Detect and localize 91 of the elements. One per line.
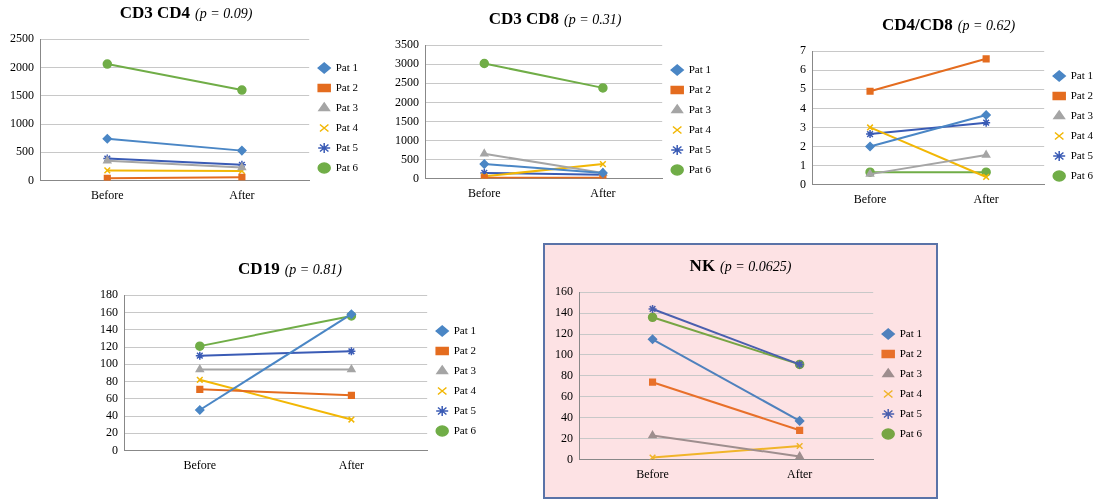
- y-tick-label: 160: [100, 304, 118, 319]
- legend-label: Pat 5: [335, 140, 359, 153]
- y-tick-label: 0: [800, 176, 806, 191]
- y-tick-label: 2500: [10, 31, 34, 46]
- chart-subtitle: (p = 0.81): [284, 262, 342, 277]
- legend-label: Pat 6: [899, 426, 923, 439]
- x-tick-label: Before: [636, 466, 669, 481]
- y-tick-label: 0: [567, 451, 573, 466]
- y-tick-label: 180: [100, 287, 118, 302]
- y-tick-label: 20: [561, 430, 573, 445]
- y-tick-label: 5: [800, 81, 806, 96]
- x-tick-label: Before: [853, 191, 887, 206]
- chart-title: CD3 CD8: [488, 9, 560, 28]
- x-tick-label: Before: [183, 457, 217, 472]
- y-tick-label: 4: [800, 100, 806, 115]
- legend-label: Pat 4: [335, 120, 359, 133]
- chart-subtitle: (p = 0.09): [195, 6, 253, 21]
- legend-label: Pat 2: [1070, 88, 1094, 101]
- x-tick-label: After: [590, 185, 616, 200]
- legend-label: Pat 5: [453, 403, 477, 416]
- legend-label: Pat 3: [688, 102, 712, 115]
- legend-label: Pat 3: [899, 366, 923, 379]
- y-tick-label: 3500: [395, 37, 419, 52]
- y-tick-label: 500: [401, 151, 419, 166]
- legend-label: Pat 3: [335, 100, 359, 113]
- y-tick-label: 60: [561, 388, 573, 403]
- legend-label: Pat 1: [899, 326, 923, 339]
- legend-label: Pat 5: [1070, 148, 1094, 161]
- legend-label: Pat 4: [899, 386, 923, 399]
- x-tick-label: Before: [467, 185, 501, 200]
- legend-label: Pat 6: [1070, 168, 1094, 181]
- chart-title: CD19: [238, 259, 280, 278]
- x-tick-label: After: [973, 191, 999, 206]
- chart-subtitle: (p = 0.62): [957, 18, 1016, 33]
- y-tick-label: 3000: [395, 56, 419, 71]
- y-tick-label: 60: [106, 390, 118, 405]
- legend-label: Pat 2: [335, 80, 359, 93]
- legend-label: Pat 1: [335, 60, 359, 73]
- legend-label: Pat 4: [1070, 128, 1094, 141]
- y-tick-label: 100: [100, 356, 118, 371]
- x-tick-label: After: [786, 466, 813, 481]
- legend-label: Pat 1: [688, 62, 712, 75]
- y-tick-label: 140: [100, 321, 118, 336]
- y-tick-label: 6: [800, 62, 806, 77]
- y-tick-label: 2000: [10, 59, 34, 74]
- chart-title: NK: [689, 256, 716, 275]
- chart-title: CD4/CD8: [881, 15, 953, 34]
- y-tick-label: 160: [555, 284, 573, 299]
- legend-label: Pat 6: [335, 160, 359, 173]
- y-tick-label: 0: [112, 442, 118, 457]
- y-tick-label: 80: [106, 373, 118, 388]
- chart-title: CD3 CD4: [119, 3, 191, 22]
- y-tick-label: 40: [561, 409, 573, 424]
- legend-label: Pat 1: [1070, 68, 1094, 81]
- y-tick-label: 100: [555, 347, 573, 362]
- y-tick-label: 1500: [395, 113, 419, 128]
- y-tick-label: 3: [800, 119, 806, 134]
- y-tick-label: 20: [106, 425, 118, 440]
- y-tick-label: 1000: [395, 132, 419, 147]
- y-tick-label: 2000: [395, 94, 419, 109]
- y-tick-label: 1000: [10, 116, 34, 131]
- y-tick-label: 0: [413, 170, 419, 185]
- y-tick-label: 1500: [10, 87, 34, 102]
- y-tick-label: 7: [800, 43, 806, 58]
- x-tick-label: Before: [90, 187, 124, 202]
- legend-label: Pat 1: [453, 323, 477, 336]
- chart-subtitle: (p = 0.0625): [720, 259, 792, 274]
- y-tick-label: 1: [800, 157, 806, 172]
- legend-label: Pat 5: [899, 406, 923, 419]
- y-tick-label: 2500: [395, 75, 419, 90]
- y-tick-label: 2: [800, 138, 806, 153]
- legend-label: Pat 3: [1070, 108, 1094, 121]
- legend-label: Pat 2: [688, 82, 712, 95]
- y-tick-label: 140: [555, 305, 573, 320]
- y-tick-label: 120: [555, 326, 573, 341]
- y-tick-label: 0: [28, 172, 34, 187]
- legend-label: Pat 3: [453, 363, 477, 376]
- legend-label: Pat 2: [453, 343, 477, 356]
- chart-subtitle: (p = 0.31): [564, 12, 622, 27]
- legend-label: Pat 4: [453, 383, 477, 396]
- y-tick-label: 40: [106, 408, 118, 423]
- x-tick-label: After: [229, 187, 255, 202]
- legend-label: Pat 6: [688, 162, 712, 175]
- legend-label: Pat 5: [688, 142, 712, 155]
- legend-label: Pat 2: [899, 346, 923, 359]
- legend-label: Pat 4: [688, 122, 712, 135]
- y-tick-label: 80: [561, 368, 573, 383]
- x-tick-label: After: [338, 457, 365, 472]
- y-tick-label: 120: [100, 339, 118, 354]
- y-tick-label: 500: [16, 144, 34, 159]
- legend-label: Pat 6: [453, 423, 477, 436]
